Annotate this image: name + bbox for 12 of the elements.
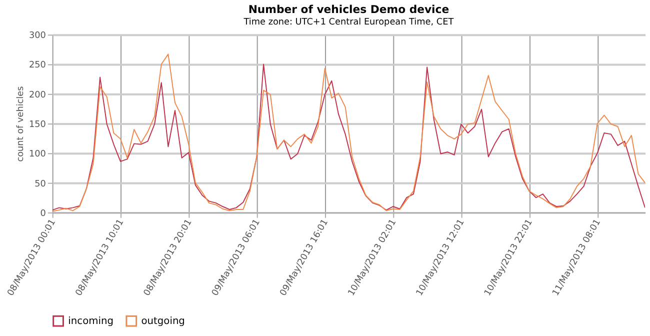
y-tick-label: 0 [40, 208, 46, 219]
legend-label: outgoing [141, 316, 185, 328]
y-tick-label: 250 [28, 60, 46, 71]
y-tick-label: 300 [28, 31, 46, 42]
chart-subtitle: Time zone: UTC+1 Central European Time, CET [242, 18, 454, 28]
y-tick-label: 50 [34, 179, 46, 190]
chart-title: Number of vehicles Demo device [248, 2, 450, 16]
y-tick-label: 150 [28, 120, 46, 130]
legend-label: incoming [68, 316, 114, 328]
y-axis-title: count of vehicles [16, 86, 26, 162]
y-tick-label: 100 [28, 150, 46, 160]
y-tick-label: 200 [28, 90, 46, 100]
